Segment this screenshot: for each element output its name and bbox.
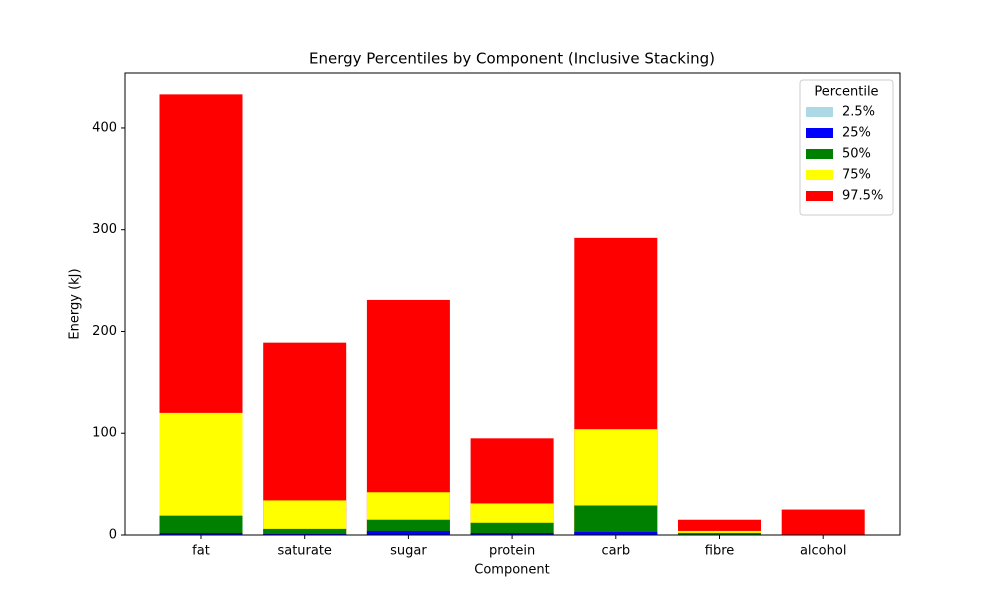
bar	[367, 531, 450, 535]
legend-label: 25%	[842, 126, 871, 141]
x-tick-label: fibre	[705, 544, 735, 559]
legend-swatch	[806, 170, 833, 180]
legend-swatch	[806, 128, 833, 138]
legend-label: 75%	[842, 168, 871, 183]
legend-label: 97.5%	[842, 189, 883, 204]
x-axis-label: Component	[474, 563, 549, 578]
x-tick-label: alcohol	[800, 544, 846, 559]
y-tick-label: 400	[92, 120, 117, 135]
legend-swatch	[806, 149, 833, 159]
legend-label: 50%	[842, 147, 871, 162]
x-tick-label: fat	[192, 544, 210, 559]
bar	[574, 505, 657, 535]
x-tick-label: sugar	[390, 544, 427, 559]
legend-title: Percentile	[814, 85, 878, 100]
x-tick-label: protein	[489, 544, 535, 559]
x-tick-label: carb	[601, 544, 630, 559]
y-tick-label: 0	[109, 528, 117, 543]
legend-swatch	[806, 191, 833, 201]
y-tick-label: 300	[92, 222, 117, 237]
y-tick-label: 100	[92, 426, 117, 441]
legend-swatch	[806, 107, 833, 117]
y-axis-label: Energy (kJ)	[68, 268, 83, 339]
y-tick-label: 200	[92, 324, 117, 339]
legend-label: 2.5%	[842, 105, 875, 120]
chart-title: Energy Percentiles by Component (Inclusi…	[309, 50, 715, 68]
x-tick-label: saturate	[277, 544, 331, 559]
bar	[160, 516, 243, 535]
bar	[782, 510, 865, 535]
